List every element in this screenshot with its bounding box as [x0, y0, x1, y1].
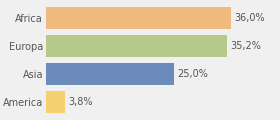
Bar	[46, 35, 227, 57]
Text: 35,2%: 35,2%	[230, 41, 261, 51]
Text: 36,0%: 36,0%	[234, 13, 265, 23]
Bar	[46, 91, 65, 113]
Bar	[46, 7, 231, 29]
Bar	[46, 63, 174, 85]
Text: 25,0%: 25,0%	[178, 69, 208, 79]
Text: 3,8%: 3,8%	[68, 97, 93, 107]
